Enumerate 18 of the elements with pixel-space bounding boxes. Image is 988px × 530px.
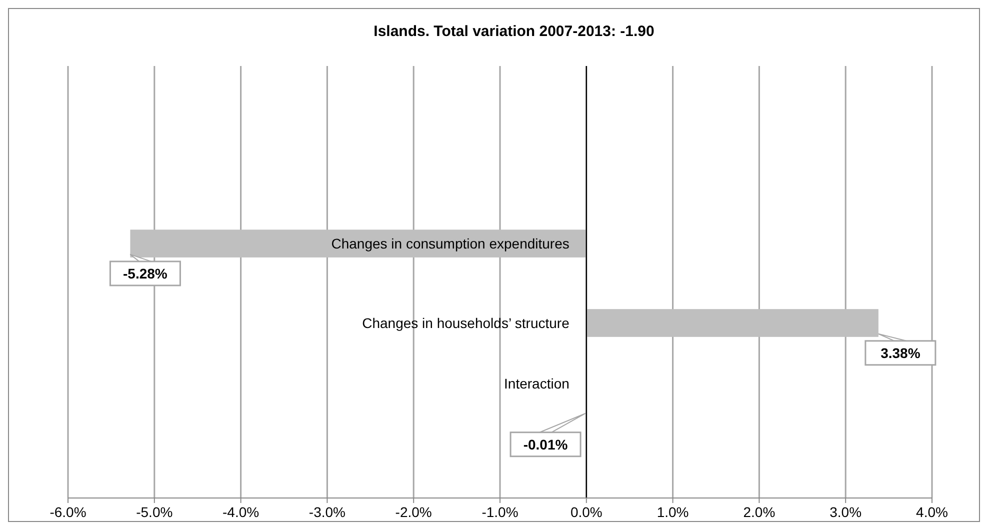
data-label: -0.01%	[523, 436, 568, 452]
x-tick-label: -6.0%	[50, 504, 86, 520]
y-tick-label: Changes in households’ structure	[362, 315, 570, 331]
y-tick-label: Interaction	[504, 375, 570, 392]
data-label: -5.28%	[123, 265, 168, 282]
data-label: 3.38%	[880, 344, 921, 361]
x-tick-label: -1.0%	[482, 504, 518, 520]
x-tick-label: 2.0%	[743, 504, 776, 520]
x-tick-label: 0.0%	[570, 504, 602, 520]
x-tick-label: -5.0%	[136, 504, 173, 520]
x-tick-label: -4.0%	[222, 504, 260, 520]
x-tick-label: -3.0%	[308, 504, 346, 520]
x-tick-label: 1.0%	[656, 504, 689, 520]
x-tick-label: 4.0%	[916, 504, 948, 520]
x-tick-label: -2.0%	[395, 504, 432, 520]
y-tick-label: Changes in consumption expenditures	[331, 236, 570, 252]
x-tick-label: 3.0%	[830, 504, 862, 520]
chart-title: Islands. Total variation 2007-2013: -1.90	[374, 23, 654, 40]
